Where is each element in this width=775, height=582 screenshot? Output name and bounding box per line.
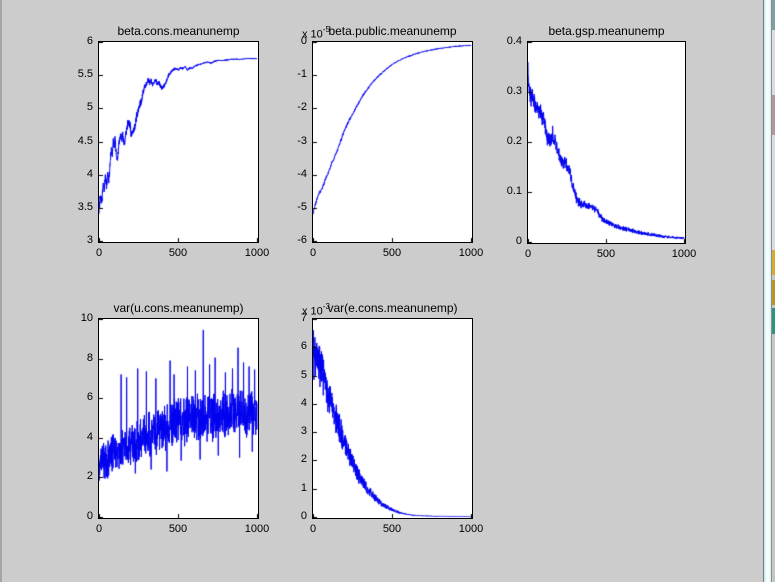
y-axis-tick-label: 3.5 (77, 200, 93, 213)
background-window-mauve-fragment (772, 95, 775, 135)
y-axis-tick-label: 0.2 (506, 135, 522, 147)
subplot-var-u-cons-meanunemp (98, 318, 259, 519)
subplot-var-e-cons-meanunemp (312, 318, 473, 519)
background-window-cyan-strip (764, 0, 771, 582)
y-axis-tick-label: 7 (300, 312, 307, 324)
y-axis-tick-label: 0 (300, 510, 307, 522)
x-axis-tick-label: 500 (168, 523, 188, 535)
y-axis-tick-label: -4 (297, 167, 307, 180)
y-axis-tick-label: -6 (297, 234, 307, 246)
x-axis-tick-label: 500 (382, 523, 402, 535)
x-axis-tick-label: 0 (524, 248, 532, 260)
y-axis-tick-label: 6 (300, 340, 307, 353)
y-axis-scale-exponent-label: x 10-3 (302, 302, 330, 318)
scale-exponent: -3 (322, 302, 330, 311)
x-axis-tick-label: 0 (309, 523, 317, 535)
background-icon-gold-2-fragment (772, 280, 775, 305)
x-axis-tick-label: 500 (168, 247, 188, 259)
y-axis-scale-exponent-label: x 10-5 (302, 25, 330, 41)
y-axis-tick-label: 2 (300, 453, 307, 466)
subplot-title-beta-public: beta.public.meanunemp (328, 24, 457, 38)
y-axis-tick-label: 5 (86, 101, 93, 114)
trace-plot-canvas (313, 42, 472, 242)
window-edge-divider (763, 0, 764, 582)
y-axis-tick-label: 6 (86, 35, 93, 47)
y-axis-tick-label: 0 (86, 510, 93, 522)
y-axis-tick-label: 0 (300, 35, 307, 47)
y-axis-tick-label: 6 (86, 391, 93, 404)
y-axis-tick-label: -2 (297, 101, 307, 114)
y-axis-tick-label: -5 (297, 200, 307, 213)
background-desktop-sliver (771, 0, 775, 582)
y-axis-tick-label: 4 (86, 430, 93, 443)
y-axis-tick-label: -3 (297, 134, 307, 147)
trace-plot-canvas (99, 42, 258, 242)
y-axis-tick-label: 0.3 (506, 85, 522, 97)
y-axis-tick-label: 1 (300, 481, 307, 494)
x-axis-tick-label: 0 (95, 523, 103, 535)
y-axis-tick-label: 3 (86, 234, 93, 246)
x-axis-tick-label: 1000 (671, 248, 697, 260)
y-axis-tick-label: 10 (80, 312, 93, 324)
subplot-title-var-e-cons: var(e.cons.meanunemp) (327, 301, 458, 315)
background-icon-gold-1-fragment (772, 250, 775, 275)
y-axis-tick-label: 4 (86, 167, 93, 180)
x-axis-tick-label: 1000 (244, 247, 270, 259)
scale-exponent: -5 (322, 25, 330, 34)
trace-plot-canvas (313, 319, 472, 518)
background-window-gray-fragment (772, 334, 775, 582)
x-axis-tick-label: 1000 (458, 523, 484, 535)
y-axis-tick-label: 4 (300, 396, 307, 409)
figure-left-border (0, 0, 2, 582)
x-axis-tick-label: 0 (95, 247, 103, 259)
y-axis-tick-label: 8 (86, 351, 93, 364)
trace-plot-canvas (528, 42, 685, 243)
subplot-beta-gsp-meanunemp (527, 41, 686, 244)
x-axis-tick-label: 500 (596, 248, 616, 260)
subplot-title-var-u-cons: var(u.cons.meanunemp) (113, 301, 244, 315)
background-icon-teal-fragment (772, 308, 775, 334)
x-axis-tick-label: 1000 (458, 247, 484, 259)
background-window-pale-fragment (772, 135, 775, 250)
subplot-title-beta-gsp: beta.gsp.meanunemp (548, 24, 665, 38)
trace-plot-canvas (99, 319, 258, 518)
subplot-title-beta-cons: beta.cons.meanunemp (117, 24, 240, 38)
x-axis-tick-label: 0 (309, 247, 317, 259)
y-axis-tick-label: 4.5 (77, 134, 93, 147)
y-axis-tick-label: 0.1 (506, 185, 522, 197)
background-window-light-fragment (772, 30, 775, 95)
y-axis-tick-label: 2 (86, 470, 93, 483)
y-axis-tick-label: 0 (515, 235, 522, 247)
y-axis-tick-label: 0.4 (506, 35, 522, 47)
y-axis-tick-label: -1 (297, 68, 307, 81)
scale-prefix: x 10 (302, 28, 323, 41)
y-axis-tick-label: 5.5 (77, 68, 93, 81)
y-axis-tick-label: 3 (300, 425, 307, 438)
subplot-beta-public-meanunemp (312, 41, 473, 243)
y-axis-tick-label: 5 (300, 368, 307, 381)
x-axis-tick-label: 500 (382, 247, 402, 259)
x-axis-tick-label: 1000 (244, 523, 270, 535)
subplot-beta-cons-meanunemp (98, 41, 259, 243)
scale-prefix: x 10 (302, 305, 323, 318)
background-window-titlebar-fragment (772, 0, 775, 30)
